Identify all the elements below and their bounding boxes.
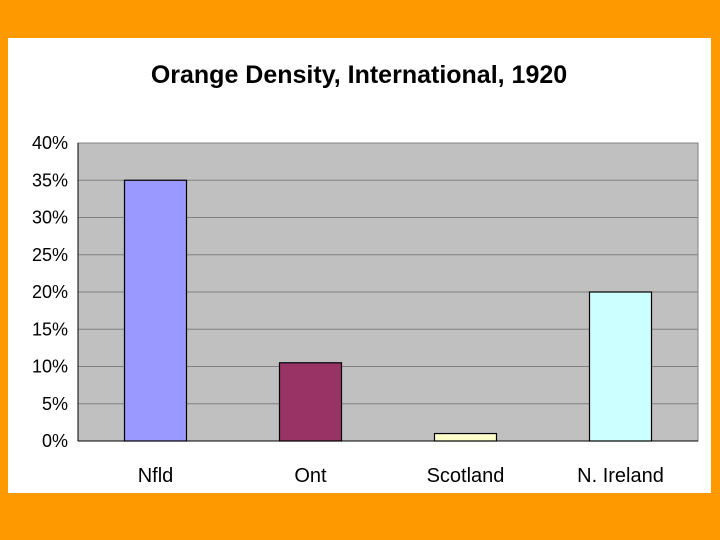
bar-n-ireland <box>588 291 653 442</box>
y-tick-label: 25% <box>32 245 68 265</box>
y-tick-label: 15% <box>32 319 68 339</box>
plot-area: 0% 5% 10% 15% 20% 25% 30% 35% 40% Nfld Ont Scotland… <box>32 133 699 487</box>
bar-chart: Orange Density, International, 1920 0% 5%… <box>32 61 699 487</box>
bar-scotland <box>433 432 498 442</box>
y-tick-label: 20% <box>32 282 68 302</box>
bar-ont <box>278 362 343 442</box>
x-category-label: Ont <box>294 465 327 487</box>
y-tick-label: 0% <box>42 431 68 451</box>
chart-title: Orange Density, International, 1920 <box>151 61 567 89</box>
x-category-label: N. Ireland <box>577 465 664 487</box>
slide-panel: Orange Density, International, 1920 0% 5%… <box>8 38 711 493</box>
y-tick-label: 5% <box>42 394 68 414</box>
y-tick-label: 10% <box>32 357 68 377</box>
y-tick-label: 35% <box>32 170 68 190</box>
x-category-label: Nfld <box>138 465 174 487</box>
y-tick-label: 40% <box>32 133 68 153</box>
bar-nfld <box>123 179 188 442</box>
y-tick-label: 30% <box>32 208 68 228</box>
x-category-label: Scotland <box>427 465 505 487</box>
